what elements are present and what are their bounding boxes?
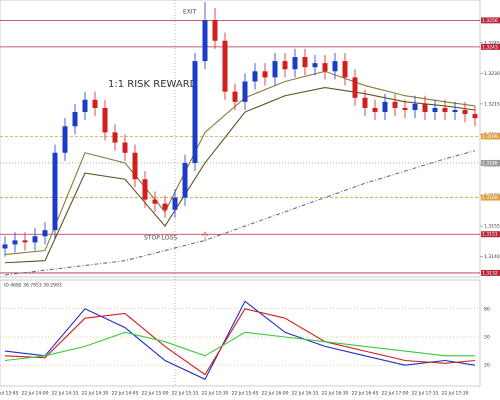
x-tick-label: 22 Jul 15:15 — [172, 391, 199, 397]
candle-body — [232, 91, 238, 102]
x-tick-label: 22 Jul 15:30 — [202, 391, 229, 397]
oscillator-line — [4, 331, 475, 362]
candle-body — [422, 103, 428, 113]
candle-body — [102, 107, 108, 133]
candle-body — [72, 112, 78, 127]
candle-body — [132, 152, 138, 180]
candle-body — [182, 162, 188, 198]
candle-body — [142, 179, 148, 200]
candle-body — [32, 236, 38, 243]
candle-body — [222, 40, 228, 92]
oscillator-line — [4, 300, 476, 381]
oscillator-line — [4, 308, 476, 376]
candle-body — [402, 107, 408, 110]
candle-body — [252, 71, 258, 82]
candle-body — [162, 203, 168, 210]
x-tick-label: 22 Jul 16:45 — [352, 391, 379, 397]
level-label: 1.3151 — [482, 232, 498, 238]
level-tag — [481, 43, 500, 50]
candle-body — [212, 20, 218, 41]
annotation: EXIT — [183, 9, 197, 16]
candle-body — [112, 132, 118, 143]
x-tick-label: 22 Jul 17:15 — [412, 391, 439, 397]
x-tick-label: 22 Jul 17:00 — [382, 391, 409, 397]
x-tick-label: 22 Jul 15:00 — [142, 391, 169, 397]
candle-body — [292, 57, 298, 70]
arrow — [201, 231, 209, 242]
y-tick-label: 1.3215 — [484, 101, 500, 107]
candle-body — [372, 107, 378, 113]
annotation: STOP LOSS — [144, 235, 177, 242]
x-tick-label: 22 Jul 15:45 — [232, 391, 259, 397]
x-tick-label: 22 Jul 16:30 — [322, 391, 349, 397]
price-panel — [0, 0, 481, 278]
candle-body — [92, 99, 98, 108]
candle-body — [392, 101, 398, 108]
oscillator-title: ID 4682 36.7953 39.2993 — [4, 283, 62, 289]
y-tick-label: 20 — [484, 363, 490, 369]
candle-body — [192, 61, 198, 163]
candle-body — [122, 142, 128, 153]
candle-body — [302, 57, 308, 68]
candle-body — [442, 107, 448, 113]
x-tick-label: 22 Jul 14:15 — [52, 391, 79, 397]
moving-average — [4, 150, 476, 276]
candle-body — [22, 240, 28, 243]
candle-body — [152, 199, 158, 204]
candle-body — [2, 244, 8, 249]
x-tick-label: 22 Jul 14:30 — [82, 391, 109, 397]
candle-body — [82, 99, 88, 113]
y-tick-label: 80 — [484, 306, 490, 312]
y-tick-label: 50 — [484, 335, 490, 341]
candle-body — [472, 114, 478, 119]
candle-body — [352, 77, 358, 98]
candle-body — [242, 81, 248, 102]
candle-body — [412, 103, 418, 110]
x-tick-label: 22 Jul 14:45 — [112, 391, 139, 397]
candle-body — [272, 61, 278, 78]
candle-body — [262, 71, 268, 78]
y-tick-label: 1.3245 — [484, 40, 500, 46]
level-tag — [481, 133, 500, 140]
candle-body — [462, 109, 468, 115]
candle-body — [382, 101, 388, 113]
candle-body — [42, 230, 48, 237]
candle-body — [342, 61, 348, 78]
candle-body — [452, 109, 458, 113]
level-label: 1.3132 — [482, 270, 498, 276]
level-label: 1.3169 — [482, 195, 498, 201]
y-tick-label: 1.3140 — [484, 254, 500, 260]
candle-body — [312, 63, 318, 68]
candle-body — [432, 107, 438, 113]
x-tick-label: 22 Jul 16:00 — [262, 391, 289, 397]
level-label: 1.3186 — [482, 160, 498, 166]
x-tick-label: 22 Jul 16:15 — [292, 391, 319, 397]
candle-body — [12, 240, 18, 245]
level-tag — [481, 194, 500, 201]
level-label: 1.3243 — [482, 44, 498, 50]
y-tick-label: 1.3155 — [484, 224, 500, 230]
oscillator-panel — [0, 279, 481, 387]
level-tag — [481, 231, 500, 238]
candle-body — [362, 97, 368, 108]
candle-body — [62, 126, 68, 153]
level-tag — [481, 269, 500, 276]
candle-body — [52, 152, 58, 231]
level-label: 1.3256 — [482, 18, 498, 24]
x-tick-label: 22 Jul 13:45 — [0, 391, 19, 397]
candle-body — [282, 61, 288, 70]
y-tick-label: 1.3230 — [484, 71, 500, 77]
candle-body — [202, 20, 208, 62]
level-tag — [481, 17, 500, 24]
x-tick-label: 22 Jul 14:00 — [22, 391, 49, 397]
candle-body — [332, 61, 338, 72]
candle-body — [172, 197, 178, 210]
candle-body — [322, 63, 328, 72]
level-tag — [481, 159, 500, 166]
annotation: 1:1 RISK REWARD — [108, 79, 198, 90]
level-label: 1.3199 — [482, 134, 498, 140]
x-tick-label: 22 Jul 17:30 — [442, 391, 469, 397]
